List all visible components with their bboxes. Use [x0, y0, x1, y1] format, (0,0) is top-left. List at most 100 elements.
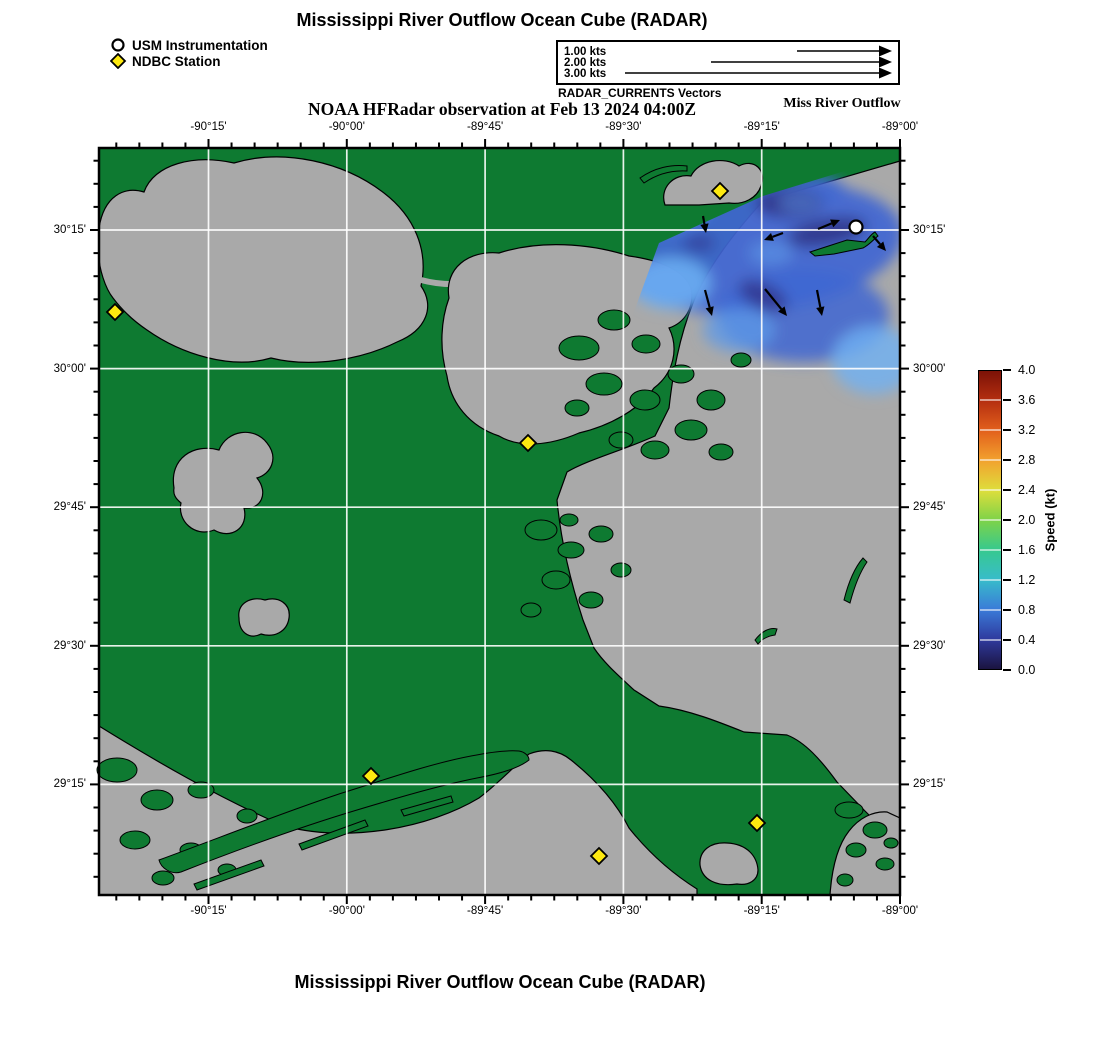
- arrow-head-icon: [700, 223, 709, 233]
- colorbar-tick-label: 0.4: [1018, 633, 1036, 647]
- arrow-head-icon: [879, 45, 892, 57]
- lat-tick-label-left: 29°30': [53, 639, 86, 652]
- colorbar-tick: [1003, 639, 1011, 641]
- lon-tick-label-bottom: -89°30': [605, 905, 642, 917]
- lon-tick-label-top: -89°45': [466, 121, 504, 133]
- lat-tick-label-left: 30°15': [53, 224, 86, 236]
- colorbar-gridline: [979, 399, 1001, 401]
- ndbc-diamond-icon: [110, 53, 127, 69]
- arrow-head-icon: [778, 306, 787, 316]
- delta-bay-notch: [699, 842, 759, 886]
- current-vector-arrow: [700, 215, 709, 233]
- lake-pontchartrain: [98, 156, 429, 363]
- ndbc-station-marker: [710, 181, 730, 201]
- colorbar-tick-label: 2.0: [1018, 513, 1036, 527]
- lon-tick-label-top: -89°30': [605, 121, 642, 133]
- colorbar-gridline: [979, 549, 1001, 551]
- lat-tick-label-right: 29°30': [913, 639, 946, 652]
- station-legend: USM Instrumentation NDBC Station: [110, 37, 268, 69]
- colorbar-tick-label: 4.0: [1018, 363, 1036, 377]
- vector-scale-label: 3.00 kts: [564, 68, 606, 80]
- lat-tick-label-right: 30°15': [913, 224, 946, 236]
- lat-tick-label-right: 29°15': [913, 778, 946, 791]
- arrow-head-icon: [830, 219, 840, 228]
- chandeleur-island: [843, 557, 868, 604]
- lon-tick-label-top: -90°15': [190, 121, 227, 133]
- colorbar-tick: [1003, 489, 1011, 491]
- colorbar-tick: [1003, 429, 1011, 431]
- current-vector-arrow: [815, 289, 825, 316]
- colorbar-gridline: [979, 459, 1001, 461]
- barrier-island: [193, 859, 265, 891]
- lon-tick-label-top: -89°00': [881, 121, 919, 133]
- colorbar-tick-label: 1.6: [1018, 543, 1036, 557]
- arrow-head-icon: [764, 232, 774, 241]
- usm-circle-icon: [111, 38, 125, 52]
- legend-label: NDBC Station: [132, 53, 221, 69]
- colorbar-tick: [1003, 399, 1011, 401]
- region-label: Miss River Outflow: [783, 96, 901, 111]
- lat-tick-label-right: 29°45': [913, 501, 946, 514]
- lat-tick-label-left: 29°45': [53, 501, 86, 514]
- lat-tick-label-right: 30°00': [913, 362, 946, 375]
- lon-tick-label-bottom: -89°00': [881, 905, 919, 917]
- ndbc-station-marker: [589, 846, 609, 866]
- colorbar-gridline: [979, 489, 1001, 491]
- station-markers: [105, 181, 864, 866]
- colorbar-gridline: [979, 639, 1001, 641]
- legend-label: USM Instrumentation: [132, 37, 268, 53]
- current-vector-arrow: [764, 288, 787, 316]
- lon-tick-label-bottom: -90°15': [190, 905, 227, 917]
- colorbar-tick: [1003, 609, 1011, 611]
- colorbar-gridline: [979, 609, 1001, 611]
- current-vector-arrow: [764, 231, 784, 241]
- colorbar-tick-label: 2.4: [1018, 483, 1036, 497]
- colorbar-gridline: [979, 579, 1001, 581]
- current-vectors: [700, 215, 886, 316]
- vector-scale-label: 1.00 kts: [564, 46, 606, 58]
- colorbar-tick: [1003, 579, 1011, 581]
- current-vector-arrow: [703, 289, 714, 316]
- colorbar-gridline: [979, 519, 1001, 521]
- current-vector-arrow: [817, 219, 840, 231]
- arrow-head-icon: [705, 306, 714, 316]
- lon-tick-label-top: -89°15': [743, 121, 780, 133]
- colorbar-tick-label: 1.2: [1018, 573, 1036, 587]
- bay-st-louis: [663, 159, 763, 206]
- current-vector-arrow: [872, 235, 886, 251]
- colorbar-tick-label: 3.2: [1018, 423, 1036, 437]
- ndbc-station-marker: [105, 302, 125, 322]
- legend-item: NDBC Station: [110, 53, 268, 69]
- lon-tick-label-bottom: -89°45': [466, 905, 504, 917]
- ndbc-station-marker: [361, 766, 381, 786]
- colorbar-tick-label: 0.0: [1018, 663, 1036, 677]
- lon-tick-label-bottom: -89°15': [743, 905, 780, 917]
- arrow-head-icon: [816, 306, 825, 316]
- map-panel: [90, 139, 909, 904]
- ndbc-station-marker: [747, 813, 767, 833]
- colorbar-tick: [1003, 459, 1011, 461]
- arrow-head-icon: [879, 56, 892, 68]
- colorbar-gridline: [979, 429, 1001, 431]
- lon-tick-label-top: -90°00': [328, 121, 365, 133]
- colorbar-tick: [1003, 669, 1011, 671]
- lat-tick-label-left: 30°00': [53, 362, 86, 375]
- marsh-islands: [96, 165, 899, 891]
- map-figure: [90, 139, 909, 904]
- arrow-head-icon: [879, 67, 892, 79]
- colorbar-tick: [1003, 369, 1011, 371]
- page-title: Mississippi River Outflow Ocean Cube (RA…: [296, 10, 708, 30]
- colorbar-title: Speed (kt): [1042, 488, 1058, 552]
- map-border: [97, 146, 902, 897]
- bottom-title: Mississippi River Outflow Ocean Cube (RA…: [294, 972, 706, 992]
- barrier-island: [298, 819, 369, 851]
- legend-item: USM Instrumentation: [110, 37, 268, 53]
- vector-scale-label: 2.00 kts: [564, 57, 606, 69]
- barrier-island: [400, 795, 454, 817]
- colorbar-tick-label: 2.8: [1018, 453, 1036, 467]
- colorbar-tick: [1003, 549, 1011, 551]
- cat-island: [808, 231, 879, 257]
- colorbar: 0.0 0.4 0.8 1.2 1.6 2.0 2.4 2.8 3.2 3.6 4.0 Speed …: [978, 363, 1100, 677]
- delta-arm: [158, 750, 530, 874]
